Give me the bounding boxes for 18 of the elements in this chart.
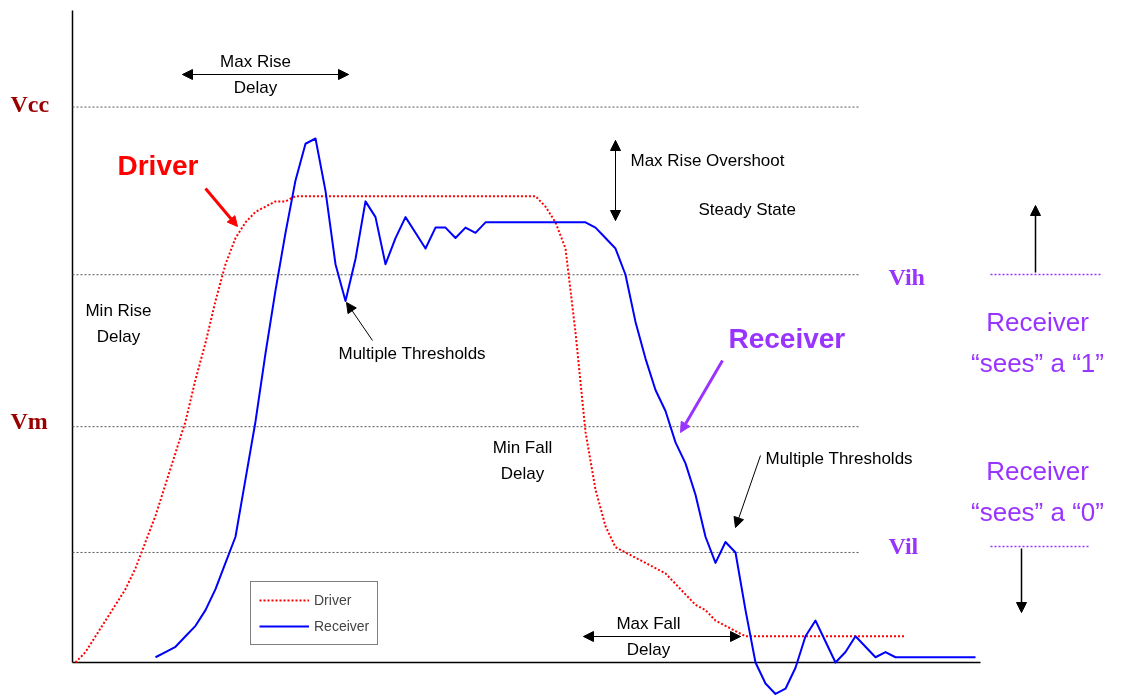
annotation: Receiver “sees” a “1” — [971, 307, 1104, 378]
annotation: Min Fall Delay — [492, 438, 553, 483]
ref-line-label: Vm — [10, 407, 48, 434]
ref-line-label: Vil — [888, 532, 919, 559]
legend-label: Receiver — [314, 618, 370, 634]
annotation: Multiple Thresholds — [765, 449, 913, 468]
annotation: Max Rise Overshoot — [630, 151, 785, 170]
annotation: Receiver — [728, 323, 846, 354]
annotation: Multiple Thresholds — [338, 344, 486, 363]
legend-label: Driver — [314, 592, 352, 608]
annotation: Steady State — [698, 200, 796, 219]
text: Max Rise Delay — [220, 52, 291, 97]
annotation: Max Fall Delay — [616, 614, 681, 659]
annotation: Receiver “sees” a “0” — [971, 456, 1104, 527]
annotation: Driver — [117, 150, 199, 181]
annotation: Min Rise Delay — [85, 301, 152, 346]
ref-line-label: Vih — [888, 263, 925, 290]
ref-line-label: Vcc — [10, 90, 50, 117]
